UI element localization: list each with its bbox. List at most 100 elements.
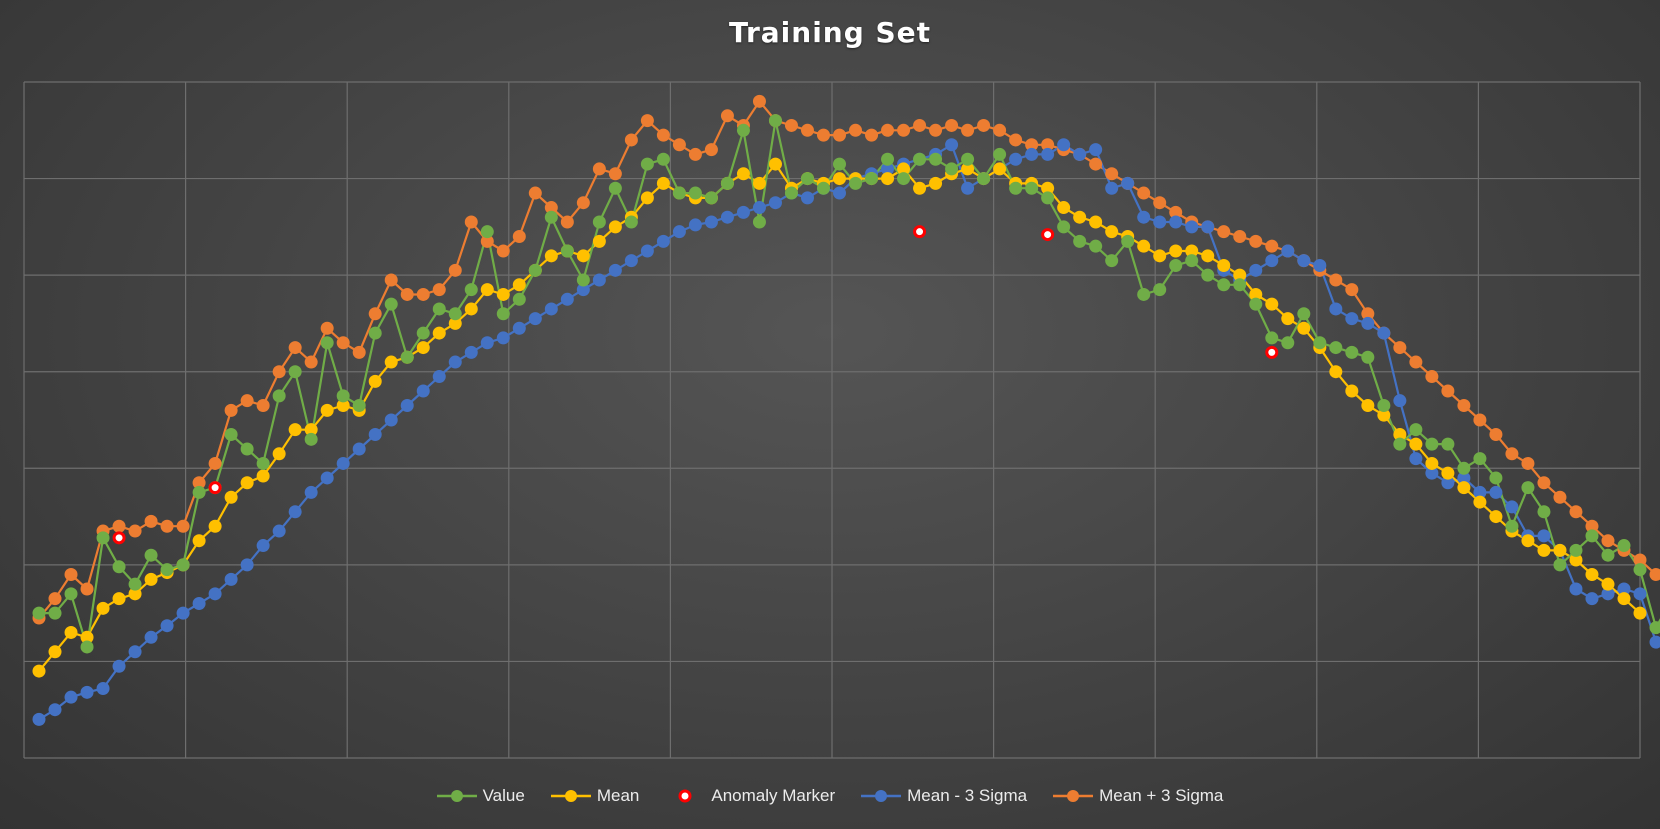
data-point (704, 143, 718, 157)
data-point (1409, 437, 1423, 451)
data-point (1457, 399, 1471, 413)
data-point (1265, 239, 1279, 253)
data-point (512, 278, 526, 292)
data-point (1425, 370, 1439, 384)
data-point (640, 191, 654, 205)
data-point (192, 485, 206, 499)
data-point (1633, 553, 1647, 567)
data-point (336, 336, 350, 350)
data-point (961, 162, 975, 176)
data-point (128, 524, 142, 538)
data-point (1297, 307, 1311, 321)
legend-swatch-value (436, 790, 477, 802)
data-point (1521, 534, 1535, 548)
legend-item-anomaly: Anomaly Marker (665, 786, 835, 806)
data-point (977, 172, 991, 186)
data-point (512, 230, 526, 244)
data-point (752, 201, 766, 215)
data-point (1009, 181, 1023, 195)
data-point (1137, 210, 1151, 224)
data-point (608, 220, 622, 234)
data-point (368, 307, 382, 321)
anomaly-marker (1041, 228, 1055, 242)
data-point (897, 162, 911, 176)
data-point (32, 712, 46, 726)
data-point (1217, 225, 1231, 239)
anomaly-marker (112, 531, 126, 545)
data-point (128, 587, 142, 601)
data-point (240, 442, 254, 456)
data-point (128, 645, 142, 659)
data-point (672, 186, 686, 200)
data-point (560, 215, 574, 229)
data-point (320, 321, 334, 335)
data-point (720, 210, 734, 224)
data-point (704, 191, 718, 205)
data-point (1409, 423, 1423, 437)
data-point (993, 147, 1007, 161)
data-point (1249, 287, 1263, 301)
data-point (1249, 297, 1263, 311)
data-point (320, 471, 334, 485)
data-point (208, 456, 222, 470)
data-point (1473, 452, 1487, 466)
data-point (336, 389, 350, 403)
data-point (112, 560, 126, 574)
data-point (1537, 476, 1551, 490)
data-point (672, 225, 686, 239)
data-point (1153, 283, 1167, 297)
data-point (560, 244, 574, 258)
data-point (192, 596, 206, 610)
data-point (1201, 220, 1215, 234)
data-point (929, 123, 943, 137)
data-point (32, 664, 46, 678)
data-point (560, 292, 574, 306)
data-point (1025, 138, 1039, 152)
data-point (961, 181, 975, 195)
data-point (400, 399, 414, 413)
data-point (1537, 529, 1551, 543)
data-point (1169, 258, 1183, 272)
data-point (144, 514, 158, 528)
data-point (1601, 548, 1615, 562)
data-point (464, 345, 478, 359)
data-point (897, 123, 911, 137)
data-point (160, 519, 174, 533)
data-point (160, 563, 174, 577)
data-point (416, 341, 430, 355)
data-point (1297, 254, 1311, 268)
data-point (1089, 143, 1103, 157)
data-point (736, 205, 750, 219)
data-point (1457, 481, 1471, 495)
data-point (640, 244, 654, 258)
data-point (1009, 133, 1023, 147)
data-point (1361, 399, 1375, 413)
data-point (64, 568, 78, 582)
data-point (913, 152, 927, 166)
data-point (1617, 539, 1631, 553)
data-point (1649, 568, 1660, 582)
data-point (144, 630, 158, 644)
data-point (1457, 461, 1471, 475)
data-point (768, 157, 782, 171)
data-point (320, 403, 334, 417)
data-point (1185, 220, 1199, 234)
data-point (256, 469, 270, 483)
data-point (1041, 181, 1055, 195)
data-point (1617, 592, 1631, 606)
data-point (1089, 215, 1103, 229)
data-point (464, 302, 478, 316)
data-point (304, 485, 318, 499)
data-point (1297, 321, 1311, 335)
data-point (1393, 427, 1407, 441)
data-point (1505, 447, 1519, 461)
data-point (1569, 582, 1583, 596)
data-point (48, 645, 62, 659)
data-point (929, 152, 943, 166)
legend-swatch-mean (550, 790, 591, 802)
data-point (768, 196, 782, 210)
data-point (368, 427, 382, 441)
data-point (416, 326, 430, 340)
data-point (752, 94, 766, 108)
data-point (1057, 138, 1071, 152)
